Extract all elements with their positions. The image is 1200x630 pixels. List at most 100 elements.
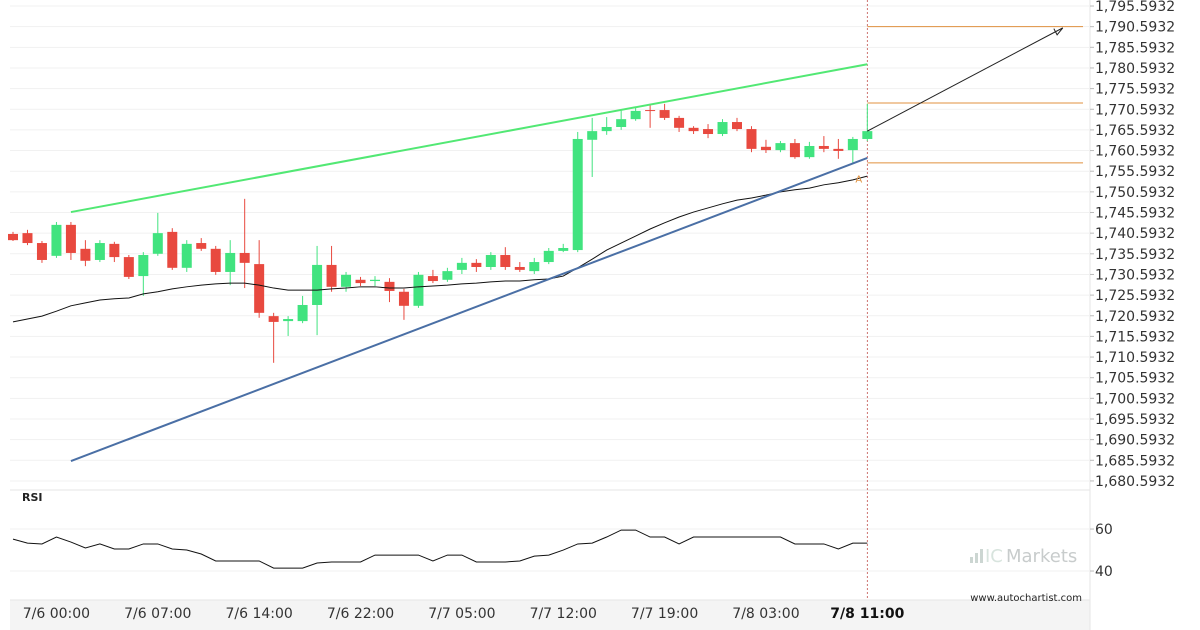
x-tick-label: 7/8 11:00 [830, 606, 904, 622]
y-tick-label: 1,790.5932 [1095, 20, 1175, 36]
y-tick-label: 1,785.5932 [1095, 40, 1175, 56]
candle-body [370, 279, 380, 282]
candle-body [326, 264, 337, 287]
candle-body [36, 243, 47, 260]
y-tick-label: 1,700.5932 [1095, 391, 1175, 407]
candle-body [51, 224, 62, 256]
logo-bar [975, 553, 978, 563]
candle-body [847, 138, 858, 151]
panel-title: RSI [22, 491, 43, 504]
candle-body [384, 281, 395, 291]
y-tick-label: 1,730.5932 [1095, 267, 1175, 283]
candle-body [413, 274, 424, 306]
source: www.autochartist.com [970, 593, 1082, 604]
watermark-prefix: IC [985, 546, 1003, 567]
x-tick-label: 7/6 22:00 [327, 606, 394, 622]
candle-body [65, 224, 76, 253]
candle-body [601, 126, 612, 132]
candle-body [152, 233, 163, 254]
x-tick-label: 7/6 00:00 [23, 606, 90, 622]
x-tick-label: 7/6 07:00 [124, 606, 191, 622]
candle-body [398, 291, 409, 306]
y-tick-label: 1,710.5932 [1095, 350, 1175, 366]
candle-body [818, 145, 829, 149]
y-tick-label: 1,770.5932 [1095, 102, 1175, 118]
trend-line [70, 63, 868, 214]
candle-body [442, 271, 453, 280]
candle-body [587, 131, 598, 140]
y-tick-label: 1,705.5932 [1095, 371, 1175, 387]
forecast-arrow [867, 27, 1064, 132]
candle-body [789, 143, 800, 158]
logo-bar [980, 549, 983, 563]
y-tick-label: 1,680.5932 [1095, 474, 1175, 490]
y-tick-label: 1,760.5932 [1095, 144, 1175, 160]
y-tick-label: 1,715.5932 [1095, 329, 1175, 345]
logo-bar [970, 557, 973, 563]
candle-body [558, 247, 569, 251]
candle-body [456, 262, 467, 270]
candle-body [254, 264, 265, 313]
y-tick-label: 60 [1095, 522, 1113, 538]
candle-body [674, 117, 685, 128]
y-tick-label: 1,780.5932 [1095, 61, 1175, 77]
y-tick-label: 1,745.5932 [1095, 206, 1175, 222]
y-tick-label: 1,750.5932 [1095, 185, 1175, 201]
y-tick-label: 1,765.5932 [1095, 123, 1175, 139]
x-tick-label: 7/8 03:00 [732, 606, 799, 622]
candle-body [181, 243, 192, 268]
y-tick-label: 1,695.5932 [1095, 412, 1175, 428]
x-tick-label: 7/7 12:00 [530, 606, 597, 622]
candle-body [312, 264, 323, 305]
candle-body [94, 243, 105, 260]
candle-body [659, 110, 670, 118]
candle-body [355, 279, 366, 284]
candle-body [862, 131, 873, 139]
watermark-name: Markets [1006, 546, 1077, 567]
candle-body [833, 148, 844, 151]
x-tick-label: 7/7 19:00 [631, 606, 698, 622]
candle-body [22, 233, 33, 244]
y-tick-label: 1,775.5932 [1095, 82, 1175, 98]
candle-body [427, 276, 438, 282]
plot: 1,795.5932 1,790.5932 1,785.5932 1,780.5932… [8, 0, 1175, 622]
candle-body [80, 248, 91, 261]
candle-body [529, 262, 540, 272]
candle-body [543, 250, 554, 263]
candle-body [732, 122, 742, 130]
candle-body [746, 129, 757, 149]
y-tick-label: 1,795.5932 [1095, 0, 1175, 15]
candle-body [210, 248, 221, 272]
candle-body [225, 252, 236, 272]
candle-body [268, 316, 279, 322]
y-tick-label: 1,685.5932 [1095, 453, 1175, 469]
candle-body [645, 110, 656, 112]
y-tick-label: 1,735.5932 [1095, 247, 1175, 263]
candle-body [804, 145, 815, 158]
candle-body [341, 274, 352, 287]
candle-body [717, 122, 728, 135]
y-tick-label: 1,755.5932 [1095, 164, 1175, 180]
x-tick-label: 7/6 14:00 [225, 606, 292, 622]
candle-body [8, 233, 18, 241]
candle-body [283, 319, 294, 322]
y-tick-label: 40 [1095, 564, 1113, 580]
y-tick-label: 1,740.5932 [1095, 226, 1175, 242]
candle-body [485, 255, 496, 267]
candle-body [630, 110, 641, 120]
candle-body [167, 231, 178, 268]
candle-body [297, 304, 308, 322]
candle-body [775, 143, 786, 151]
candle-body [239, 252, 250, 263]
candle-body [703, 129, 714, 135]
candle-body [688, 127, 699, 132]
candle-body [514, 266, 525, 270]
x-axis-strip [10, 600, 1090, 630]
y-tick-label: 1,690.5932 [1095, 433, 1175, 449]
annotation-label: A [855, 175, 862, 186]
candle-body [471, 262, 482, 267]
candle-body [138, 255, 149, 277]
